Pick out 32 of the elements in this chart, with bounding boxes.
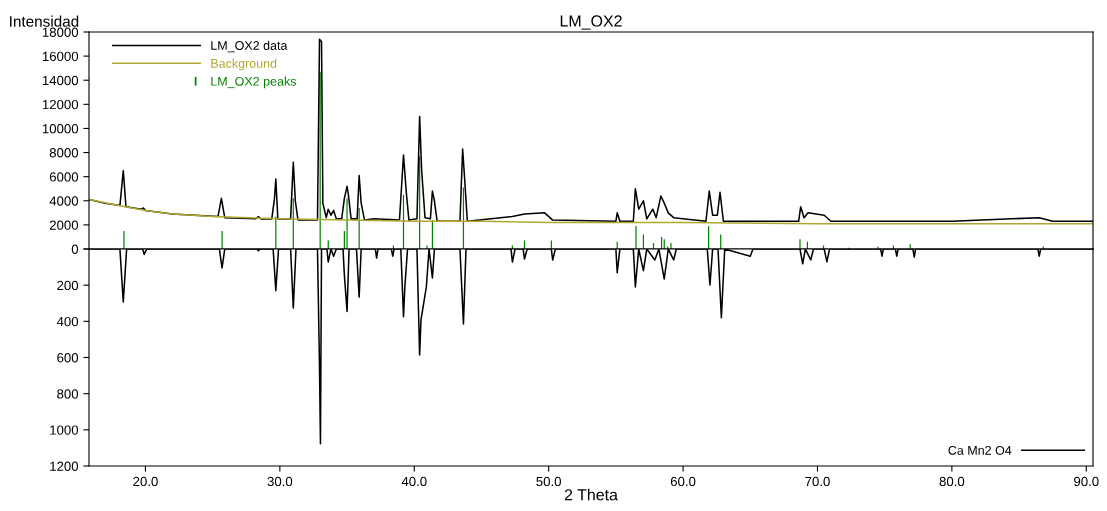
legend-label: Ca Mn2 O4 xyxy=(948,445,1012,455)
legend-label: LM_OX2 peaks xyxy=(211,76,297,89)
y-tick-label: 200 xyxy=(57,280,79,291)
y-tick-label: 1000 xyxy=(50,425,79,435)
x-tick-label: 70.0 xyxy=(805,476,830,487)
y-tick-label: 18000 xyxy=(42,27,79,37)
y-tick-label: 8000 xyxy=(49,148,79,158)
x-tick-label: 60.0 xyxy=(670,476,696,487)
y-axis-title: Intensidad xyxy=(10,15,79,27)
x-tick-label: 20.0 xyxy=(133,476,158,487)
y-tick-label: 600 xyxy=(57,353,79,363)
x-tick-label: 80.0 xyxy=(939,476,965,487)
x-tick-label: 40.0 xyxy=(401,476,427,487)
chart-title: LM_OX2 xyxy=(560,15,622,30)
y-tick-label: 6000 xyxy=(49,172,79,182)
y-tick-label: 0 xyxy=(71,244,79,254)
y-tick-label: 2000 xyxy=(49,220,79,230)
line-series xyxy=(89,198,1093,225)
text: LM_OX2 data xyxy=(211,40,288,53)
x-tick-label: 90.0 xyxy=(1074,476,1099,487)
x-tick-label: 50.0 xyxy=(536,476,561,487)
y-tick-label: 10000 xyxy=(42,124,79,134)
y-tick-label: 4000 xyxy=(49,196,79,206)
x-tick-label: 30.0 xyxy=(267,476,293,487)
text: Background xyxy=(211,58,277,71)
x-axis-title: 2 Theta xyxy=(564,488,618,501)
y-tick-label: 800 xyxy=(57,389,79,399)
y-tick-label: 1200 xyxy=(50,461,79,471)
y-tick-label: 400 xyxy=(56,316,79,327)
y-tick-label: 12000 xyxy=(42,99,79,110)
y-tick-label: 14000 xyxy=(42,75,79,86)
y-tick-label: 16000 xyxy=(42,51,79,62)
